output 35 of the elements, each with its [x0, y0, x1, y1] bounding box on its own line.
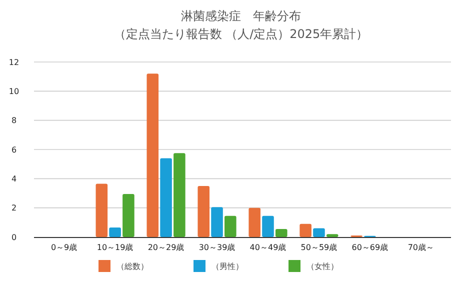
x-tick-label: 20～29歳	[148, 243, 184, 252]
bar	[122, 194, 134, 237]
bar	[211, 207, 223, 237]
bar	[275, 228, 288, 237]
y-tick-label: 0	[11, 232, 17, 242]
x-tick-label: 0～9歳	[50, 243, 78, 252]
legend-label: （女性）	[306, 262, 338, 271]
bar	[326, 234, 338, 237]
bar	[174, 153, 186, 237]
bar	[300, 224, 312, 237]
bar	[198, 186, 210, 237]
y-tick-label: 4	[11, 174, 17, 184]
y-tick-label: 6	[11, 145, 17, 154]
bar	[160, 158, 172, 237]
chart-title: 淋菌感染症 年齢分布	[181, 9, 301, 23]
bar	[248, 208, 260, 237]
chart-subtitle: （定点当たり報告数 （人/定点）2025年累計）	[114, 27, 368, 41]
x-tick-label: 50～59歳	[300, 243, 338, 252]
bar	[109, 228, 121, 237]
legend-label: （男性）	[212, 262, 244, 271]
y-tick-label: 12	[8, 58, 20, 67]
y-tick-label: 10	[8, 86, 20, 96]
legend-label: （総数）	[116, 262, 148, 271]
bar	[96, 184, 108, 237]
bar	[224, 216, 236, 237]
y-tick-label: 8	[11, 116, 17, 126]
x-tick-label: 40～49歳	[250, 243, 286, 252]
x-tick-label: 70歳～	[408, 243, 434, 252]
x-tick-label: 60～69歳	[352, 243, 388, 252]
bar	[313, 228, 325, 237]
bar	[262, 216, 274, 237]
x-tick-label: 30～39歳	[198, 243, 236, 252]
x-tick-label: 10～19歳	[96, 243, 134, 252]
bar	[146, 74, 159, 237]
y-tick-label: 2	[11, 204, 17, 213]
